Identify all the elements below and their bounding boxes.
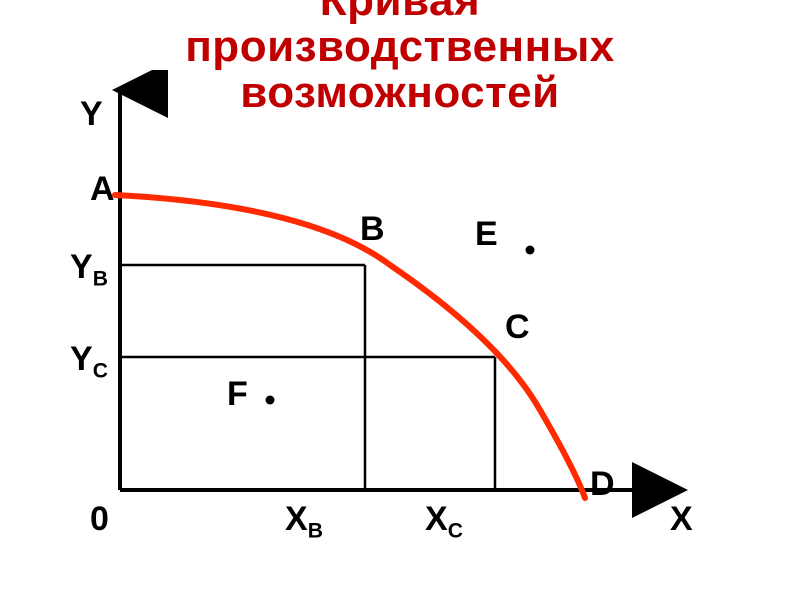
svg-text:Y: Y <box>80 95 103 133</box>
svg-text:XB: XB <box>285 500 323 542</box>
title-line-2: производственных <box>0 24 800 70</box>
svg-text:E: E <box>475 215 498 253</box>
svg-text:0: 0 <box>90 500 109 538</box>
svg-text:B: B <box>360 210 385 248</box>
ppf-chart: Y X 0 A B C D E F YB YC XB XC <box>30 70 770 590</box>
svg-text:YB: YB <box>70 248 108 290</box>
title-line-1: Кривая <box>0 0 800 24</box>
svg-text:D: D <box>590 465 615 503</box>
svg-text:A: A <box>90 170 115 208</box>
svg-text:F: F <box>227 375 248 413</box>
svg-text:YC: YC <box>70 340 108 382</box>
svg-text:C: C <box>505 308 530 346</box>
svg-text:XC: XC <box>425 500 463 542</box>
svg-text:X: X <box>670 500 693 538</box>
